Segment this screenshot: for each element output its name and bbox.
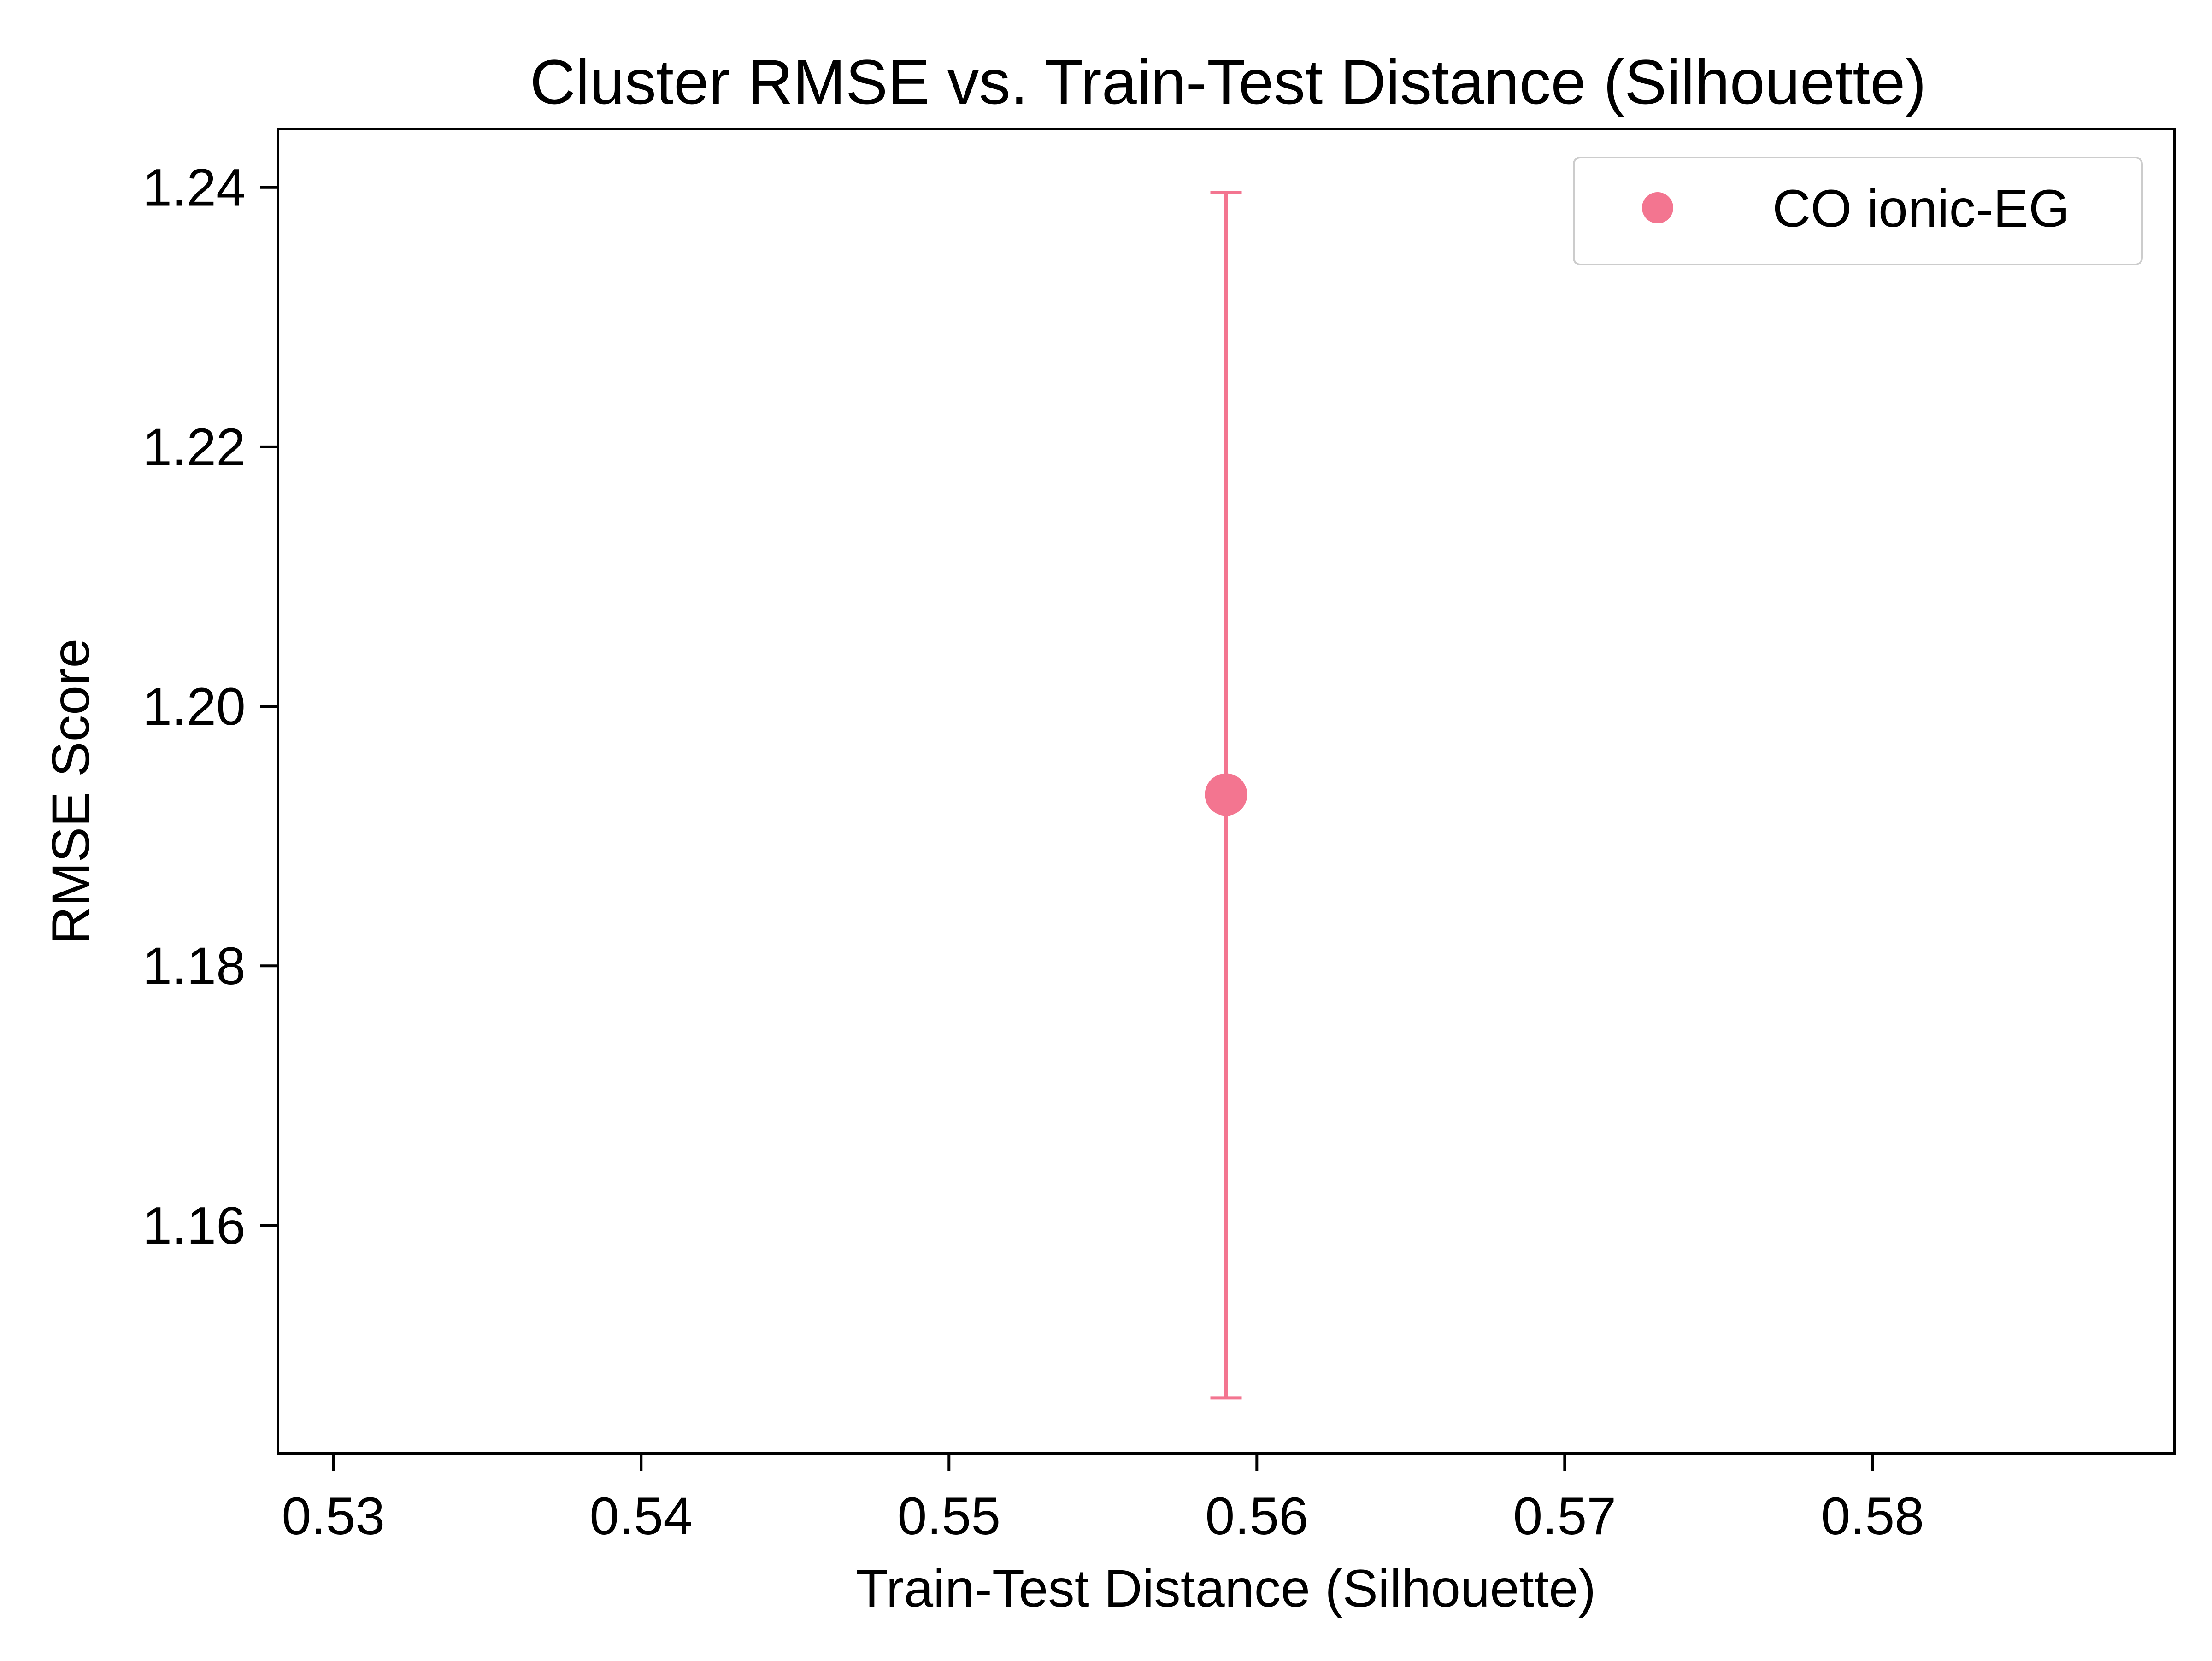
legend: CO ionic-EG: [1573, 157, 2143, 265]
y-tick-label: 1.20: [142, 677, 246, 736]
y-tick-label: 1.22: [142, 418, 246, 477]
data-point: [1205, 773, 1247, 816]
x-tick-label: 0.58: [1821, 1487, 1924, 1546]
x-axis-label: Train-Test Distance (Silhouette): [856, 1559, 1596, 1618]
legend-box: [1573, 157, 2143, 265]
x-tick-label: 0.57: [1513, 1487, 1616, 1546]
x-tick-label: 0.54: [589, 1487, 693, 1546]
axes-frame: [276, 128, 2176, 1455]
x-tick-label: 0.55: [897, 1487, 1000, 1546]
x-tick-label: 0.53: [282, 1487, 385, 1546]
y-tick-label: 1.16: [142, 1196, 246, 1255]
legend-marker: [1642, 192, 1673, 223]
plot-area: [1205, 191, 1247, 1400]
y-axis: 1.16 1.18 1.20 1.22 1.24: [142, 158, 278, 1255]
y-tick-label: 1.18: [142, 937, 246, 996]
y-tick-label: 1.24: [142, 158, 246, 217]
x-tick-label: 0.56: [1205, 1487, 1308, 1546]
x-axis: 0.53 0.54 0.55 0.56 0.57 0.58: [282, 1454, 1924, 1546]
chart-title: Cluster RMSE vs. Train-Test Distance (Si…: [530, 47, 1926, 117]
legend-label: CO ionic-EG: [1772, 179, 2070, 238]
y-axis-label: RMSE Score: [41, 639, 100, 945]
